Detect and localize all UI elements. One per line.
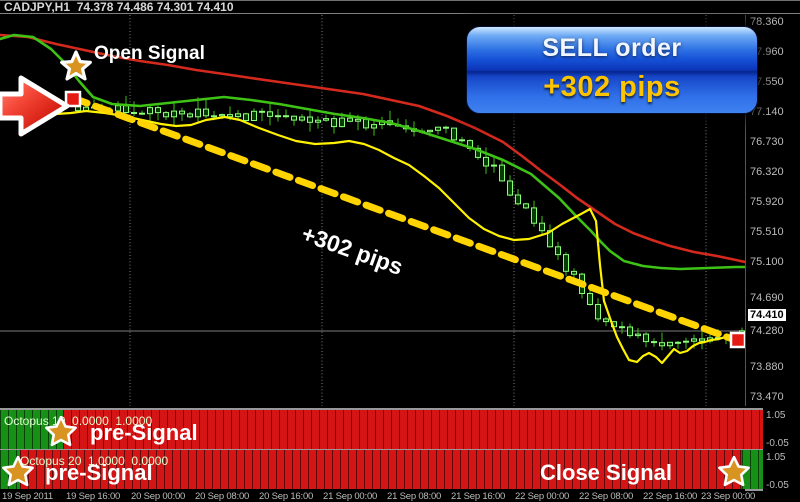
svg-text:Open Signal: Open Signal xyxy=(94,43,205,64)
svg-text:+302 pips: +302 pips xyxy=(298,220,406,280)
